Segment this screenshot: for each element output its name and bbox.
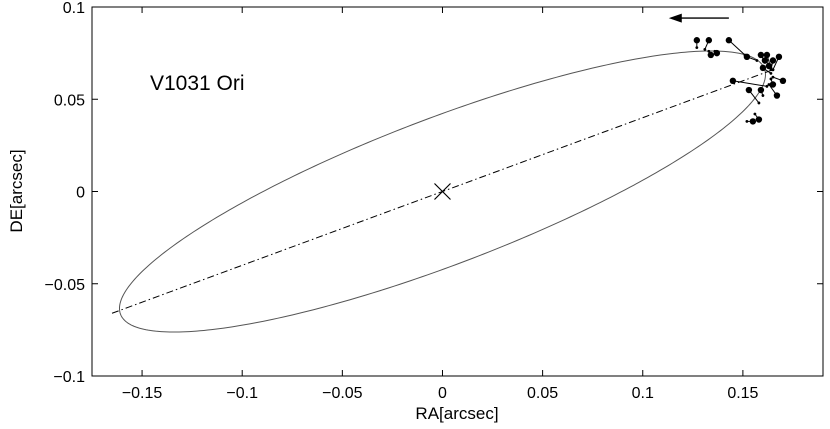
x-tick-label: 0.05 [527,385,558,402]
model-position [745,119,749,123]
orbit-ellipse [118,50,766,333]
residual-line [732,80,768,87]
observation-point [763,51,771,59]
model-position [755,59,759,62]
y-tick-label: −0.1 [53,369,85,386]
observation-point [757,51,765,59]
observation-point [773,92,781,99]
observation-point [769,81,777,88]
x-tick-label: 0.1 [632,385,654,402]
model-position [771,75,775,79]
model-position [765,84,769,88]
x-tick-label: −0.1 [226,385,258,402]
y-axis-label: DE[arcsec] [7,149,26,232]
residual-line [728,39,746,56]
observation-point [705,37,713,44]
observation-point [729,77,737,85]
x-tick-label: −0.15 [122,385,163,402]
observation-point [749,118,757,125]
chart-annotation: V1031 Ori [150,72,245,95]
axes: −0.15 −0.1 −0.05 0 0.05 0.1 0.15 −0.1 −0.05 0 0.05… [45,0,823,402]
x-axis-label: RA[arcsec] [415,404,498,423]
center-marker [434,183,451,200]
model-position [769,77,773,81]
observation-point [693,37,701,44]
observation-point [745,86,753,94]
model-position [757,101,761,105]
plot-area [91,6,824,377]
y-tick-label: 0.05 [54,92,85,109]
model-position [771,68,775,72]
model-position [703,48,707,51]
observation-point [765,62,773,70]
observation-point [779,77,787,85]
x-tick-label: −0.05 [322,385,363,402]
y-tick-label: 0 [76,185,85,202]
x-tick-label: 0.15 [727,385,758,402]
observation-point [743,53,751,61]
model-position [767,83,771,86]
model-position [753,112,757,116]
observation-point [769,57,777,64]
observation-point [755,116,763,123]
y-tick-label: −0.05 [45,277,86,294]
model-position [761,94,765,97]
observation-point [759,64,767,72]
observation-point [775,53,783,61]
observation-point [713,49,721,57]
data-marks [434,13,787,200]
motion-arrow-head [668,13,682,23]
observation-point [761,57,769,64]
observation-point [707,51,715,59]
model-position [769,72,773,75]
x-tick-label: 0 [438,385,447,402]
model-position [695,46,699,49]
model-position [707,49,711,53]
observation-point [725,37,733,44]
observation-point [757,86,765,94]
y-tick-label: 0.1 [63,0,85,17]
